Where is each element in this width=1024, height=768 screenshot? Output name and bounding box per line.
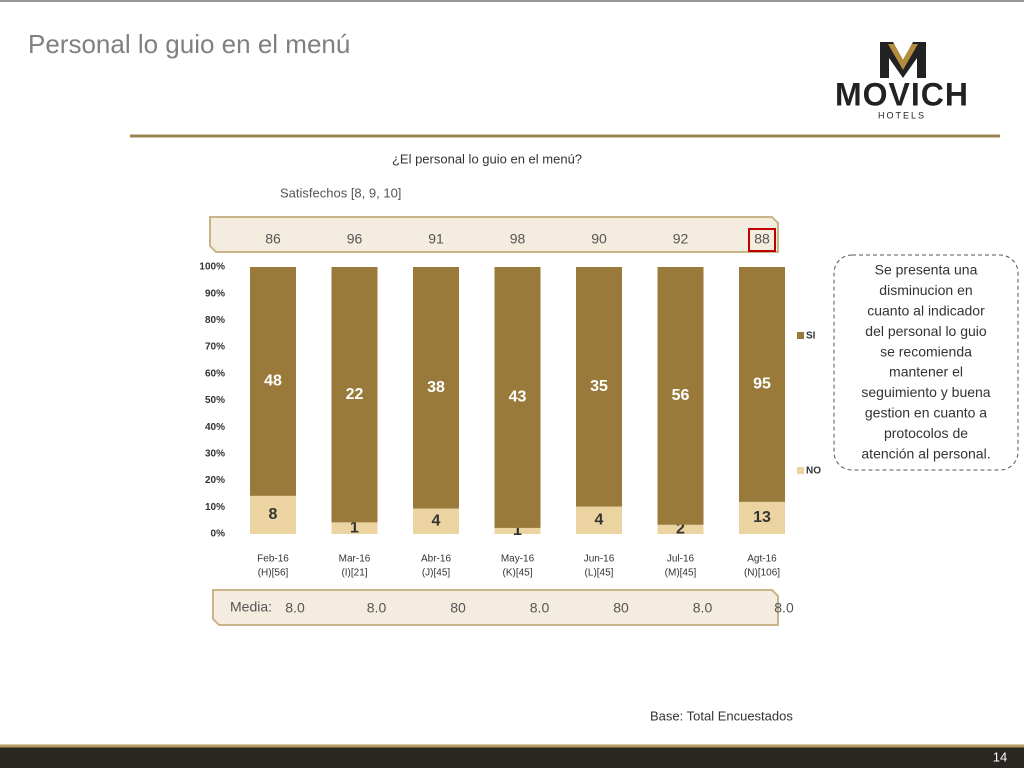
page-number: 14 bbox=[993, 749, 1007, 764]
x-tick-label: (N)[106] bbox=[744, 568, 780, 579]
slide-title: Personal lo guio en el menú bbox=[28, 29, 350, 59]
y-tick-label: 0% bbox=[211, 529, 226, 540]
callout-line: del personal lo guio bbox=[865, 323, 987, 339]
x-tick-label: Abr-16 bbox=[421, 554, 451, 565]
data-label: 8 bbox=[269, 506, 278, 523]
data-label: 35 bbox=[590, 378, 608, 395]
x-tick-label: Mar-16 bbox=[339, 554, 371, 565]
data-label: 13 bbox=[753, 509, 771, 526]
media-label: Media: bbox=[230, 599, 272, 615]
chart-subtitle: Satisfechos [8, 9, 10] bbox=[280, 185, 401, 200]
satisfechos-value: 90 bbox=[591, 231, 607, 247]
bar-segment bbox=[739, 501, 785, 534]
x-tick-label: (H)[56] bbox=[258, 568, 289, 579]
bar-segment bbox=[413, 267, 459, 509]
bar-segment bbox=[739, 267, 785, 502]
data-label: 56 bbox=[672, 387, 690, 404]
callout-line: gestion en cuanto a bbox=[865, 405, 987, 421]
media-value: 8.0 bbox=[693, 600, 713, 616]
data-label: 1 bbox=[513, 522, 522, 539]
chart-title: ¿El personal lo guio en el menú? bbox=[392, 151, 582, 166]
data-label: 38 bbox=[427, 379, 445, 396]
callout-box bbox=[833, 254, 1019, 471]
satisfechos-value: 88 bbox=[754, 231, 770, 247]
y-tick-label: 60% bbox=[205, 368, 225, 379]
satisfechos-value: 96 bbox=[347, 231, 363, 247]
data-label: 2 bbox=[676, 521, 685, 538]
x-tick-label: Agt-16 bbox=[747, 554, 777, 565]
bar-segment bbox=[331, 267, 378, 523]
legend-swatch bbox=[797, 332, 804, 339]
bar-segment bbox=[494, 527, 541, 534]
bar-segment bbox=[657, 267, 704, 525]
bar-segment bbox=[576, 267, 622, 507]
data-label: 4 bbox=[432, 513, 441, 530]
data-label: 95 bbox=[753, 376, 771, 393]
x-tick-label: (M)[45] bbox=[665, 568, 697, 579]
y-tick-label: 40% bbox=[205, 422, 225, 433]
callout-line: mantener el bbox=[889, 364, 963, 380]
logo: MOVICH HOTELS bbox=[835, 42, 969, 120]
data-label: 4 bbox=[595, 512, 604, 529]
x-tick-label: Jul-16 bbox=[667, 554, 695, 565]
bar-segment bbox=[576, 506, 622, 534]
bar-segment bbox=[250, 267, 296, 496]
bar-segment bbox=[331, 522, 378, 534]
satisfechos-band bbox=[209, 216, 779, 253]
x-tick-label: (L)[45] bbox=[585, 568, 614, 579]
y-tick-label: 50% bbox=[205, 395, 225, 406]
media-value: 8.0 bbox=[285, 600, 305, 616]
y-tick-label: 80% bbox=[205, 315, 225, 326]
satisfechos-value: 91 bbox=[428, 231, 444, 247]
data-label: 48 bbox=[264, 373, 282, 390]
logo-name: MOVICH bbox=[835, 76, 969, 112]
media-value: 80 bbox=[450, 600, 466, 616]
callout-line: cuanto al indicador bbox=[867, 303, 985, 319]
bar-segment bbox=[657, 524, 704, 534]
satisfechos-value: 92 bbox=[673, 231, 689, 247]
callout-line: Se presenta una bbox=[875, 262, 978, 278]
media-value: 8.0 bbox=[774, 600, 794, 616]
media-value: 8.0 bbox=[530, 600, 550, 616]
satisfechos-value: 86 bbox=[265, 231, 281, 247]
bar-segment bbox=[250, 495, 296, 534]
x-tick-label: (J)[45] bbox=[422, 568, 451, 579]
callout-line: protocolos de bbox=[884, 425, 968, 441]
callout-line: disminucion en bbox=[879, 282, 972, 298]
bar-segment bbox=[413, 508, 459, 534]
logo-icon-gold bbox=[888, 44, 918, 70]
highlight-box bbox=[748, 228, 776, 252]
bar-segment bbox=[494, 267, 541, 528]
x-tick-label: (K)[45] bbox=[502, 568, 532, 579]
callout-line: atención al personal. bbox=[861, 445, 990, 461]
footer-band bbox=[0, 746, 1024, 768]
data-label: 1 bbox=[350, 519, 359, 536]
data-label: 43 bbox=[509, 389, 527, 406]
x-tick-label: Jun-16 bbox=[584, 554, 615, 565]
y-tick-label: 20% bbox=[205, 475, 225, 486]
legend-label: SI bbox=[806, 331, 816, 342]
x-tick-label: May-16 bbox=[501, 554, 535, 565]
base-note: Base: Total Encuestados bbox=[650, 708, 793, 723]
y-tick-label: 30% bbox=[205, 449, 225, 460]
media-band bbox=[212, 589, 779, 626]
media-value: 80 bbox=[613, 600, 629, 616]
y-tick-label: 90% bbox=[205, 288, 225, 299]
callout-line: se recomienda bbox=[880, 343, 972, 359]
y-tick-label: 70% bbox=[205, 342, 225, 353]
data-label: 22 bbox=[346, 386, 364, 403]
legend-label: NO bbox=[806, 466, 821, 477]
x-tick-label: (I)[21] bbox=[341, 568, 367, 579]
media-value: 8.0 bbox=[367, 600, 387, 616]
satisfechos-value: 98 bbox=[510, 231, 526, 247]
y-tick-label: 10% bbox=[205, 502, 225, 513]
legend-swatch bbox=[797, 467, 804, 474]
y-tick-label: 100% bbox=[199, 262, 225, 273]
callout-line: seguimiento y buena bbox=[861, 384, 990, 400]
logo-sub: HOTELS bbox=[878, 110, 926, 120]
x-tick-label: Feb-16 bbox=[257, 554, 289, 565]
